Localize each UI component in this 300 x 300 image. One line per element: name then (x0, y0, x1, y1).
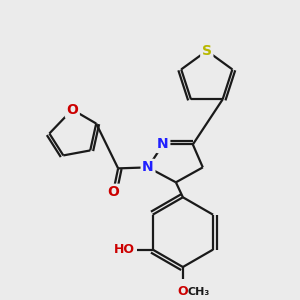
Text: O: O (107, 185, 119, 199)
Text: CH₃: CH₃ (188, 287, 210, 297)
Text: O: O (178, 285, 188, 298)
Text: S: S (202, 44, 212, 58)
Text: O: O (66, 103, 78, 117)
Text: HO: HO (114, 243, 135, 256)
Text: N: N (142, 160, 154, 174)
Text: N: N (157, 137, 169, 152)
